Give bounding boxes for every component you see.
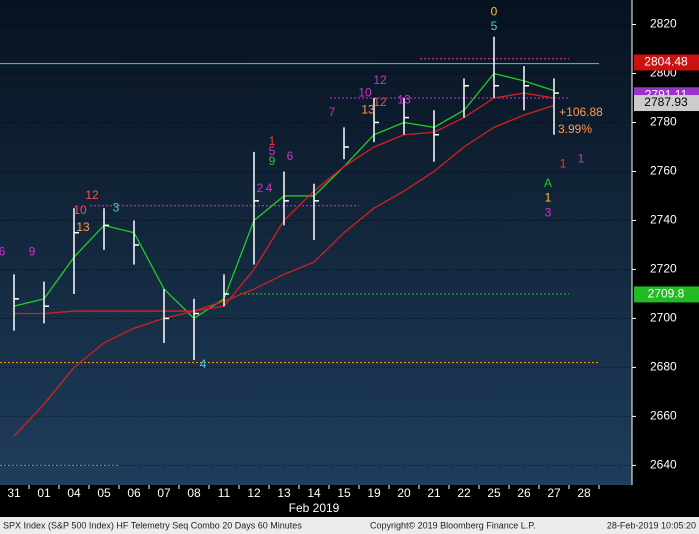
annotation: 7 (329, 105, 336, 119)
x-tick-label: 31 (7, 486, 21, 500)
price-box-label: 2709.8 (648, 287, 685, 301)
price-box-label: 2787.93 (644, 95, 688, 109)
x-axis-label: Feb 2019 (289, 501, 340, 515)
price-box (634, 95, 699, 112)
annotation: 13 (361, 102, 375, 116)
annotation: 3 (545, 205, 552, 219)
x-tick-label: 08 (187, 486, 201, 500)
annotation: 3 (113, 200, 120, 214)
annotation: 10 (73, 203, 87, 217)
annotation: 1 (560, 156, 567, 170)
annotation: 13 (76, 220, 90, 234)
y-tick-label: 2780 (650, 115, 677, 129)
footer-center: Copyright© 2019 Bloomberg Finance L.P. (370, 520, 536, 530)
x-tick-label: 13 (277, 486, 291, 500)
x-tick-label: 22 (457, 486, 471, 500)
x-tick-label: 07 (157, 486, 171, 500)
x-tick-label: 20 (397, 486, 411, 500)
annotation: 12 (373, 95, 387, 109)
annotation: 2 (257, 181, 264, 195)
price-box-label: 2804.48 (644, 55, 688, 69)
annotation: 1 (545, 191, 552, 205)
annotation: A (544, 176, 552, 190)
x-tick-label: 15 (337, 486, 351, 500)
x-tick-label: 04 (67, 486, 81, 500)
footer-strip (0, 517, 699, 534)
footer-left: SPX Index (S&P 500 Index) HF Telemetry S… (3, 520, 302, 530)
moving-average (13, 104, 555, 437)
x-tick-label: 12 (247, 486, 261, 500)
y-tick-label: 2760 (650, 164, 677, 178)
y-tick-label: 2820 (650, 17, 677, 31)
annotation: 1 (269, 134, 276, 148)
annotation: 0 (491, 4, 498, 18)
x-tick-label: 21 (427, 486, 441, 500)
price-box (634, 286, 699, 303)
annotation: 10 (358, 85, 372, 99)
annotation: 3.99% (558, 122, 592, 136)
annotation: 6 (287, 149, 294, 163)
y-tick-label: 2640 (650, 458, 677, 472)
x-tick-label: 14 (307, 486, 321, 500)
annotation: 6 (0, 244, 6, 258)
annotation: 9 (269, 154, 276, 168)
y-tick-label: 2740 (650, 213, 677, 227)
annotation: 5 (491, 19, 498, 33)
plot-area (0, 0, 632, 485)
annotation: 4 (266, 181, 273, 195)
x-tick-label: 11 (218, 486, 231, 500)
y-tick-label: 2660 (650, 409, 677, 423)
annotation: 12 (85, 188, 99, 202)
x-tick-label: 01 (37, 486, 51, 500)
footer-right: 28-Feb-2019 10:05:20 (607, 520, 696, 530)
annotation: 5 (269, 144, 276, 158)
price-box (634, 54, 699, 71)
x-tick-label: 27 (547, 486, 561, 500)
annotation: 12 (373, 73, 387, 87)
x-tick-label: 25 (487, 486, 501, 500)
annotation: 1 (578, 151, 585, 165)
x-tick-label: 19 (367, 486, 381, 500)
y-tick-label: 2680 (650, 360, 677, 374)
x-tick-label: 28 (577, 486, 591, 500)
annotation: 4 (200, 357, 207, 371)
y-tick-label: 2720 (650, 262, 677, 276)
x-tick-label: 05 (97, 486, 111, 500)
annotation: 9 (29, 244, 36, 258)
annotation: +106.88 (559, 105, 603, 119)
x-tick-label: 26 (517, 486, 531, 500)
annotation: 13 (397, 93, 411, 107)
x-tick-label: 06 (127, 486, 141, 500)
y-tick-label: 2700 (650, 311, 677, 325)
